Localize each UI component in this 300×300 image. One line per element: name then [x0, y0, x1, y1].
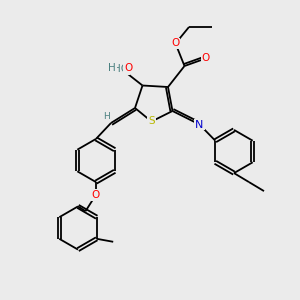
Text: O: O: [171, 38, 180, 49]
Text: O: O: [201, 53, 210, 64]
Text: H: H: [108, 63, 116, 74]
Text: O: O: [92, 190, 100, 200]
Text: HO: HO: [113, 64, 130, 74]
Text: N: N: [195, 119, 204, 130]
Text: O: O: [124, 63, 132, 74]
Text: H: H: [103, 112, 110, 122]
Text: S: S: [148, 116, 155, 127]
